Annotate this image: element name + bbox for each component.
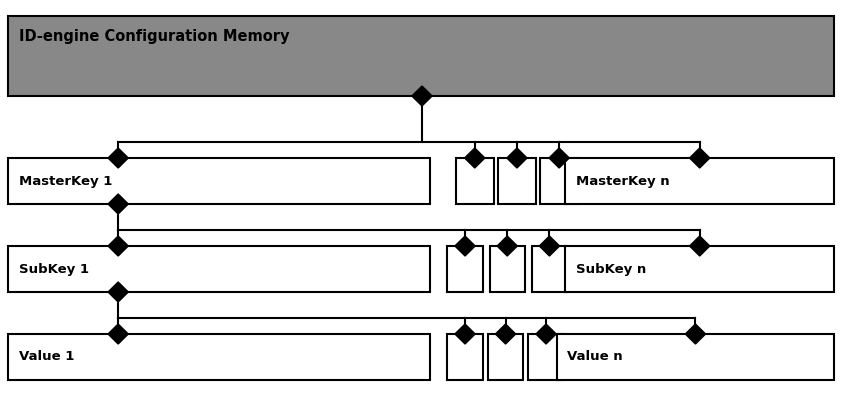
Text: SubKey n: SubKey n: [576, 262, 646, 276]
Polygon shape: [685, 324, 706, 344]
Polygon shape: [549, 148, 570, 168]
Polygon shape: [108, 148, 128, 168]
Polygon shape: [465, 148, 484, 168]
Polygon shape: [690, 148, 710, 168]
Text: Value n: Value n: [567, 350, 623, 364]
Polygon shape: [536, 324, 556, 344]
Polygon shape: [506, 148, 527, 168]
Text: Value 1: Value 1: [19, 350, 74, 364]
Bar: [565, 158, 834, 204]
Bar: [557, 334, 834, 380]
Bar: [565, 246, 834, 292]
Bar: [498, 158, 536, 204]
Bar: [488, 334, 523, 380]
Bar: [447, 334, 483, 380]
Polygon shape: [539, 236, 560, 256]
Text: ID-engine Configuration Memory: ID-engine Configuration Memory: [19, 28, 289, 44]
Polygon shape: [108, 236, 128, 256]
Bar: [528, 334, 564, 380]
Bar: [447, 246, 483, 292]
Polygon shape: [455, 236, 475, 256]
Polygon shape: [108, 324, 128, 344]
Text: MasterKey 1: MasterKey 1: [19, 174, 112, 188]
Polygon shape: [412, 86, 432, 106]
Polygon shape: [690, 236, 710, 256]
Text: SubKey 1: SubKey 1: [19, 262, 89, 276]
Bar: [490, 246, 525, 292]
Bar: [8, 16, 834, 96]
Bar: [8, 334, 430, 380]
Bar: [532, 246, 567, 292]
Bar: [8, 246, 430, 292]
Polygon shape: [108, 282, 128, 302]
Polygon shape: [497, 236, 517, 256]
Polygon shape: [455, 324, 475, 344]
Bar: [456, 158, 494, 204]
Polygon shape: [108, 194, 128, 214]
Text: MasterKey n: MasterKey n: [576, 174, 669, 188]
Polygon shape: [495, 324, 516, 344]
Bar: [8, 158, 430, 204]
Bar: [540, 158, 578, 204]
